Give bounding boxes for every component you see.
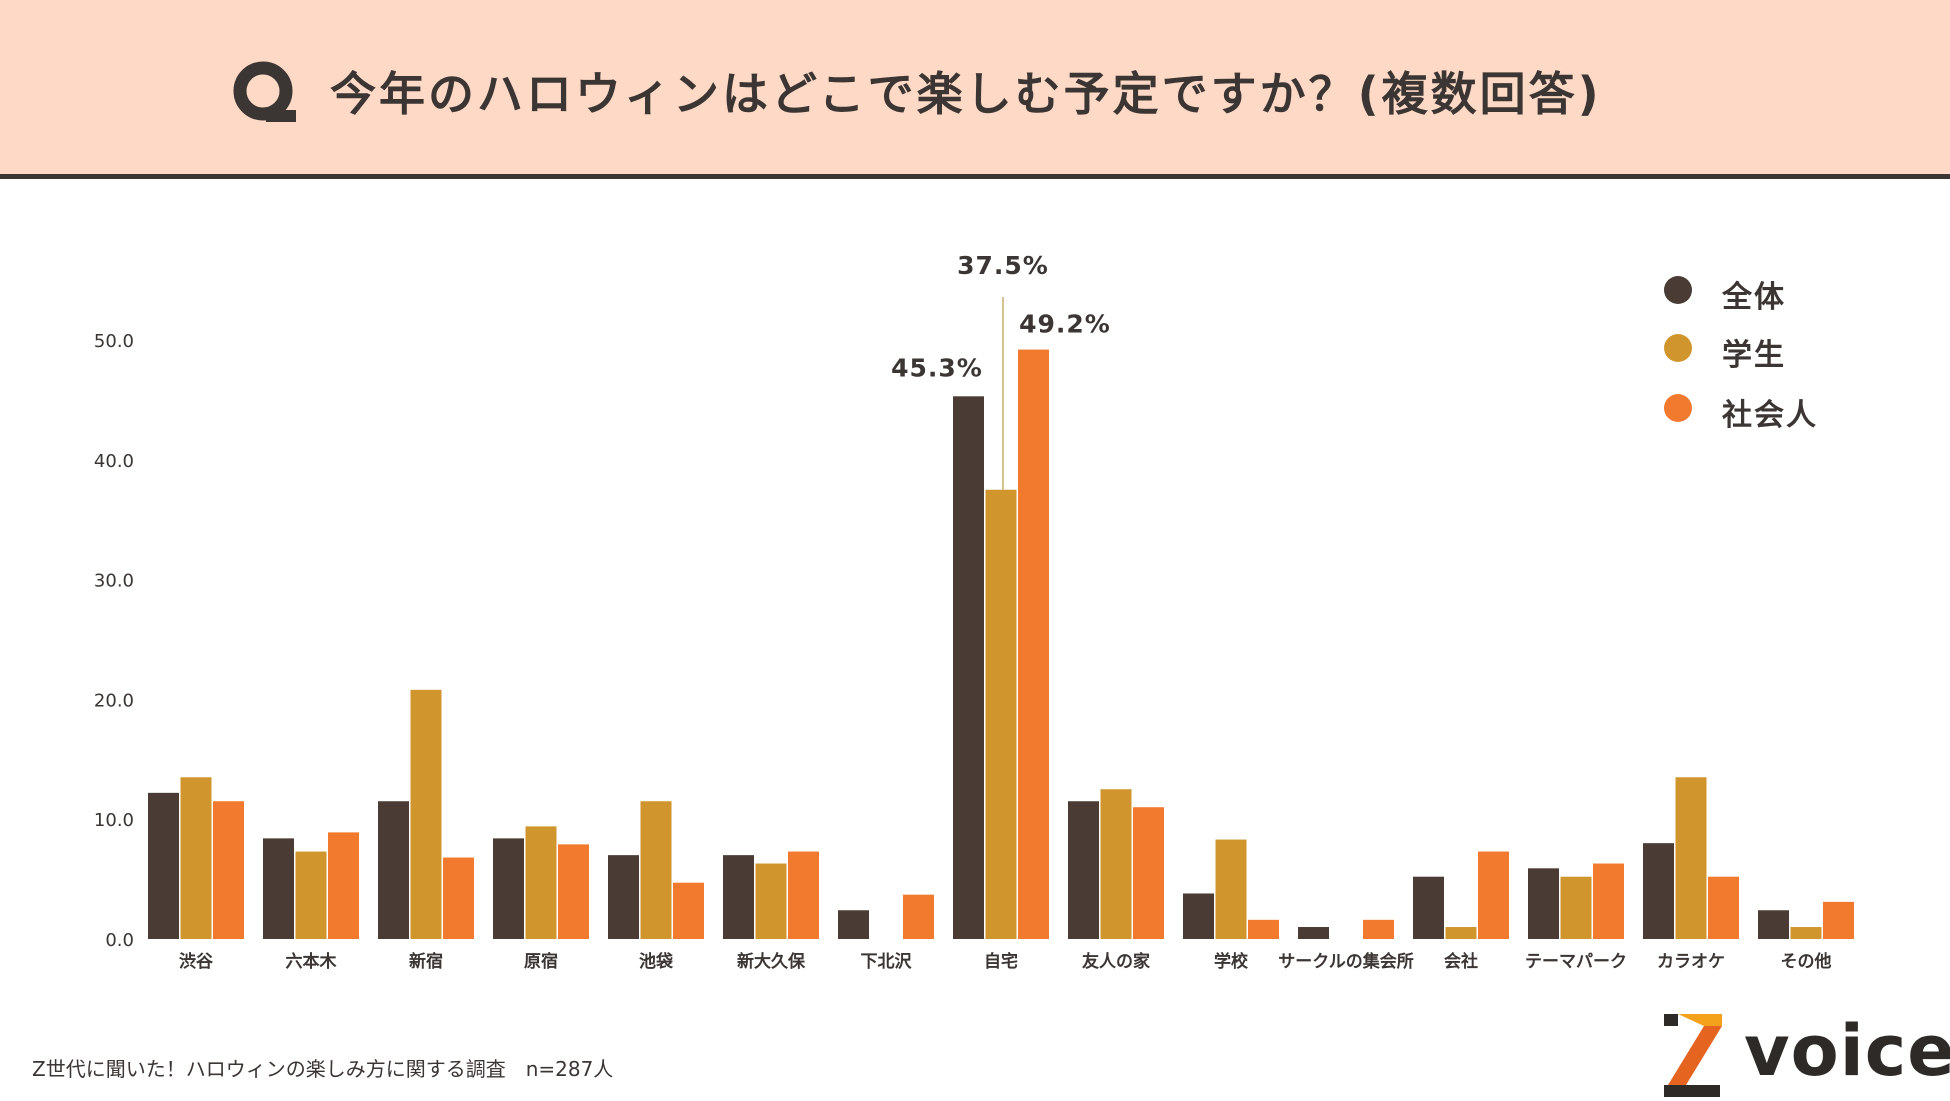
bar xyxy=(1560,876,1592,939)
bar xyxy=(1823,901,1854,939)
bar xyxy=(673,882,704,939)
bar xyxy=(295,851,327,939)
zvoice-logo: voice xyxy=(1664,1010,1950,1097)
x-tick-label: 原宿 xyxy=(524,951,558,972)
legend-item-workers: 社会人 xyxy=(1660,388,1840,433)
bar xyxy=(1758,910,1789,939)
x-tick-label: 渋谷 xyxy=(179,951,214,972)
x-tick-label: サークルの集会所 xyxy=(1278,951,1414,972)
x-tick-label: 会社 xyxy=(1444,951,1478,972)
bar xyxy=(1018,349,1049,940)
bar xyxy=(1790,927,1822,939)
legend-swatch-students xyxy=(1664,334,1692,362)
bar xyxy=(1298,927,1329,939)
title-banner xyxy=(0,0,1950,174)
x-tick-label: 学校 xyxy=(1214,951,1249,972)
bar xyxy=(493,838,524,939)
bar xyxy=(1248,919,1279,939)
bar xyxy=(1413,876,1444,939)
x-tick-label: カラオケ xyxy=(1657,952,1725,972)
x-tick-label: テーマパーク xyxy=(1525,952,1627,972)
bar xyxy=(263,838,294,939)
bar xyxy=(1100,789,1132,939)
y-tick-label: 20.0 xyxy=(94,690,134,711)
bar xyxy=(1363,919,1394,939)
bar xyxy=(1708,876,1739,939)
bar xyxy=(378,801,409,939)
y-tick-label: 50.0 xyxy=(94,331,134,352)
x-tick-label: その他 xyxy=(1781,951,1832,972)
bar xyxy=(608,855,639,939)
bar xyxy=(1445,927,1477,939)
bar xyxy=(1643,843,1674,939)
bar xyxy=(410,689,442,939)
y-tick-label: 30.0 xyxy=(94,571,134,592)
bar xyxy=(985,489,1017,939)
y-tick-label: 40.0 xyxy=(94,451,134,472)
bar xyxy=(558,844,589,939)
bar xyxy=(640,801,672,939)
legend-item-students: 学生 xyxy=(1660,328,1840,373)
bar xyxy=(1068,801,1099,939)
bar xyxy=(755,863,787,939)
x-tick-label: 自宅 xyxy=(984,951,1018,972)
survey-note: Z世代に聞いた！ハロウィンの楽しみ方に関する調査 n=287人 xyxy=(32,1057,614,1081)
y-tick-label: 10.0 xyxy=(94,810,134,831)
data-label: 45.3% xyxy=(891,353,983,382)
legend-item-overall: 全体 xyxy=(1660,270,1840,315)
legend-swatch-overall xyxy=(1664,276,1692,304)
z-logo-icon xyxy=(1664,1014,1722,1097)
bar xyxy=(903,894,934,939)
bar xyxy=(953,396,984,939)
bar xyxy=(788,851,819,939)
bar xyxy=(213,801,244,939)
bar xyxy=(1183,893,1214,939)
legend-swatch-workers xyxy=(1664,394,1692,422)
bar xyxy=(525,826,557,939)
x-tick-label: 下北沢 xyxy=(861,951,913,972)
title-divider xyxy=(0,174,1950,179)
bar xyxy=(148,792,179,939)
data-label: 49.2% xyxy=(1019,310,1111,339)
bar xyxy=(1478,851,1509,939)
bar xyxy=(328,832,359,939)
y-tick-label: 0.0 xyxy=(105,930,134,951)
x-tick-label: 六本木 xyxy=(286,951,338,972)
chart-title: 今年のハロウィンはどこで楽しむ予定ですか？(複数回答) xyxy=(330,67,1602,121)
x-tick-label: 友人の家 xyxy=(1082,951,1150,972)
legend-label-overall: 全体 xyxy=(1722,280,1786,315)
bar xyxy=(180,777,212,939)
x-tick-label: 新大久保 xyxy=(737,951,806,972)
data-label: 37.5% xyxy=(957,251,1049,280)
bar xyxy=(443,857,474,939)
x-tick-label: 新宿 xyxy=(409,951,443,972)
bar xyxy=(1528,868,1559,939)
bar xyxy=(1593,863,1624,939)
legend-label-students: 学生 xyxy=(1722,338,1786,373)
x-tick-label: 池袋 xyxy=(639,951,674,972)
bar xyxy=(838,910,869,939)
brand-wordmark: voice xyxy=(1744,1010,1950,1092)
bar xyxy=(1133,807,1164,939)
bar xyxy=(723,855,754,939)
bar xyxy=(1215,839,1247,939)
bar xyxy=(1675,777,1707,939)
q-icon xyxy=(233,61,296,122)
legend-label-workers: 社会人 xyxy=(1722,398,1818,433)
